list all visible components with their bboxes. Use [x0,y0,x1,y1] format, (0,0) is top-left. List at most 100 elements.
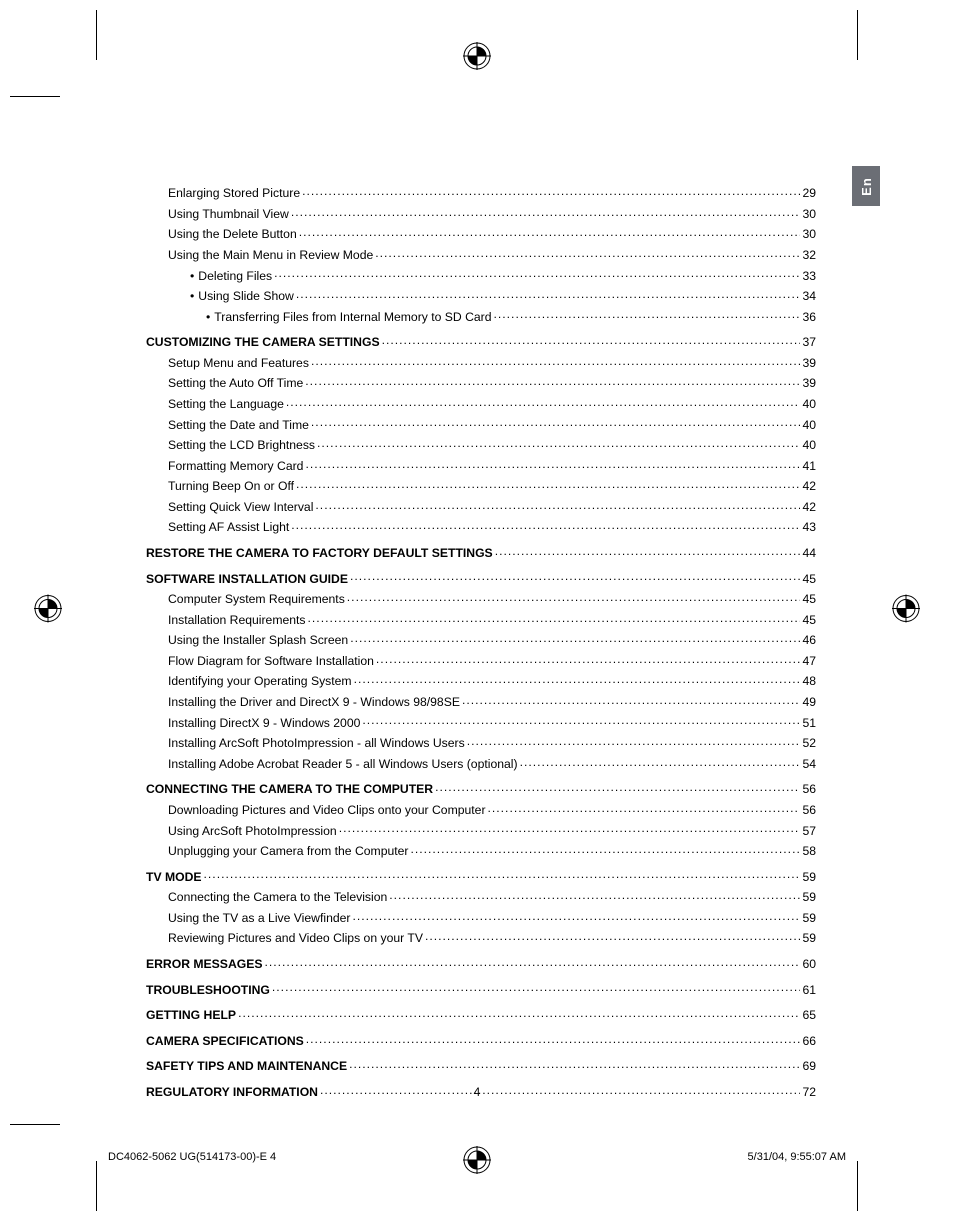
toc-leader [376,653,801,665]
bullet-icon: • [190,269,194,283]
registration-mark-icon [34,594,62,627]
toc-line: Setting the LCD Brightness 40 [146,437,816,451]
toc-page-number: 40 [802,439,816,451]
toc-leader [296,478,800,490]
toc-label: ERROR MESSAGES [146,958,262,970]
toc-page-number: 59 [802,871,816,883]
crop-mark [857,10,858,60]
toc-leader [425,930,800,942]
toc-line: Using the Main Menu in Review Mode 32 [146,247,816,261]
toc-page-number: 30 [802,208,816,220]
toc-label-text: TROUBLESHOOTING [146,983,270,997]
toc-label: Enlarging Stored Picture [168,187,300,199]
toc-leader [296,288,801,300]
toc-page-number: 37 [802,336,816,348]
toc-label-text: ERROR MESSAGES [146,957,262,971]
toc-page-number: 69 [802,1060,816,1072]
toc-label: Setup Menu and Features [168,357,309,369]
toc-label: SAFETY TIPS AND MAINTENANCE [146,1060,347,1072]
toc-label: CONNECTING THE CAMERA TO THE COMPUTER [146,783,433,795]
toc-line: Flow Diagram for Software Installation 4… [146,653,816,667]
toc-leader [305,458,800,470]
bullet-icon: • [190,289,194,303]
toc-leader [349,1058,800,1070]
toc-page-number: 72 [802,1086,816,1098]
toc-page-number: 36 [802,311,816,323]
toc-page-number: 32 [802,249,816,261]
toc-page-number: 39 [802,357,816,369]
toc-line: CUSTOMIZING THE CAMERA SETTINGS 37 [146,334,816,348]
toc-line: Setup Menu and Features 39 [146,355,816,369]
toc-label: Setting AF Assist Light [168,521,289,533]
crop-mark [857,1161,858,1211]
toc-line: Setting the Date and Time 40 [146,416,816,430]
toc-label: Reviewing Pictures and Video Clips on yo… [168,932,423,944]
language-tab: En [852,166,880,206]
toc-page-number: 41 [802,460,816,472]
toc-label: Installing ArcSoft PhotoImpression - all… [168,737,465,749]
toc-label-text: GETTING HELP [146,1008,236,1022]
toc-label: CAMERA SPECIFICATIONS [146,1035,304,1047]
toc-leader [299,226,801,238]
toc-page-number: 59 [802,912,816,924]
toc-leader [354,673,801,685]
toc-label-text: Using the Delete Button [168,227,297,241]
toc-leader [311,416,801,428]
toc-label-text: Setting the LCD Brightness [168,438,315,452]
toc-leader [317,437,800,449]
toc-label: Installing the Driver and DirectX 9 - Wi… [168,696,460,708]
footer-left: DC4062-5062 UG(514173-00)-E 4 [108,1151,276,1163]
toc-page-number: 33 [802,270,816,282]
toc-label-text: Reviewing Pictures and Video Clips on yo… [168,931,423,945]
page: En Enlarging Stored Picture 29Using Thum… [0,0,954,1221]
toc-label: Connecting the Camera to the Television [168,891,387,903]
toc-page-number: 66 [802,1035,816,1047]
toc-label: Flow Diagram for Software Installation [168,655,374,667]
toc-leader [435,781,800,793]
toc-page-number: 45 [802,614,816,626]
toc-line: Setting Quick View Interval 42 [146,499,816,513]
toc-label: REGULATORY INFORMATION [146,1086,318,1098]
toc-leader [286,396,801,408]
toc-page-number: 60 [802,958,816,970]
language-tab-label: En [859,177,874,196]
toc-line: TV MODE 59 [146,869,816,883]
registration-mark-icon [463,1146,491,1179]
toc-label: Downloading Pictures and Video Clips ont… [168,804,486,816]
toc-label: Turning Beep On or Off [168,480,294,492]
toc-page-number: 42 [802,480,816,492]
toc-label-text: Flow Diagram for Software Installation [168,654,374,668]
toc-page-number: 51 [802,717,816,729]
toc-line: GETTING HELP 65 [146,1007,816,1021]
toc-label-text: Using Slide Show [198,289,294,303]
toc-line: Setting the Auto Off Time 39 [146,375,816,389]
toc-page-number: 42 [802,501,816,513]
toc-page-number: 54 [802,758,816,770]
toc-label: Installing DirectX 9 - Windows 2000 [168,717,360,729]
toc-label-text: Setting the Date and Time [168,418,309,432]
toc-leader [264,956,800,968]
toc-leader [410,843,800,855]
toc-leader [238,1007,800,1019]
toc-label: Setting the Auto Off Time [168,377,303,389]
toc-line: •Using Slide Show 34 [146,288,816,302]
toc-leader [462,694,800,706]
toc-page-number: 48 [802,675,816,687]
toc-leader [272,981,801,993]
toc-label: Unplugging your Camera from the Computer [168,845,408,857]
toc-line: Installation Requirements 45 [146,612,816,626]
toc-label: Using Thumbnail View [168,208,289,220]
toc-label-text: Identifying your Operating System [168,674,352,688]
toc-page-number: 30 [802,228,816,240]
toc-label-text: TV MODE [146,870,202,884]
toc-label: • Using Slide Show [190,290,294,302]
toc-line: Formatting Memory Card 41 [146,458,816,472]
toc-label-text: CONNECTING THE CAMERA TO THE COMPUTER [146,782,433,796]
registration-mark-icon [463,42,491,75]
crop-mark [96,10,97,60]
toc-label-text: Enlarging Stored Picture [168,186,300,200]
toc-label-text: Unplugging your Camera from the Computer [168,844,408,858]
toc-label-text: SAFETY TIPS AND MAINTENANCE [146,1059,347,1073]
toc-line: SOFTWARE INSTALLATION GUIDE 45 [146,570,816,584]
toc-line: •Deleting Files 33 [146,267,816,281]
